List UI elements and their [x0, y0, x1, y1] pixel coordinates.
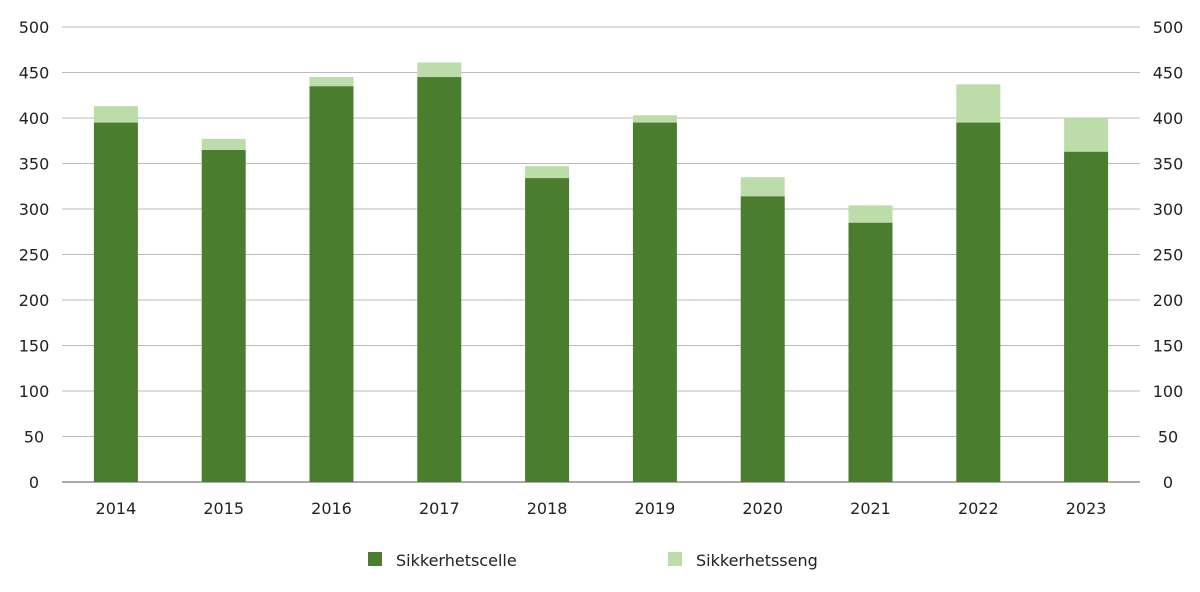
bar-segment	[93, 122, 138, 483]
y-tick-label-left: 350	[19, 155, 50, 174]
bar-segment	[201, 138, 246, 150]
y-tick-label-left: 200	[19, 291, 50, 310]
bar-segment	[201, 149, 246, 482]
y-tick-label-right: 450	[1153, 64, 1184, 83]
y-tick-label-right: 250	[1153, 246, 1184, 265]
y-tick-label-right: 350	[1153, 155, 1184, 174]
bar-segment	[740, 177, 785, 197]
bar-segment	[417, 77, 462, 483]
y-tick-label-right: 50	[1158, 428, 1178, 447]
x-tick-label: 2017	[419, 499, 460, 518]
y-tick-label-right: 200	[1153, 291, 1184, 310]
y-tick-label-left: 500	[19, 18, 50, 37]
bar-segment	[309, 86, 354, 483]
y-tick-label-left: 250	[19, 246, 50, 265]
y-tick-label-right: 500	[1153, 18, 1184, 37]
bar-segment	[848, 222, 893, 482]
y-tick-label-left: 450	[19, 64, 50, 83]
bar-segment	[632, 122, 677, 483]
x-tick-label: 2014	[96, 499, 137, 518]
legend-label: Sikkerhetsseng	[696, 551, 818, 570]
bar-segment	[417, 62, 462, 78]
y-tick-label-right: 0	[1163, 473, 1173, 492]
bar-segment	[309, 77, 354, 87]
y-tick-label-right: 150	[1153, 337, 1184, 356]
x-tick-label: 2022	[958, 499, 999, 518]
y-tick-label-left: 0	[29, 473, 39, 492]
y-tick-label-right: 300	[1153, 200, 1184, 219]
y-tick-label-left: 150	[19, 337, 50, 356]
x-tick-label: 2019	[635, 499, 676, 518]
bar-segment	[525, 166, 570, 179]
y-tick-label-left: 300	[19, 200, 50, 219]
y-tick-label-left: 400	[19, 109, 50, 128]
bar-segment	[956, 122, 1001, 483]
x-tick-label: 2016	[311, 499, 352, 518]
y-tick-label-left: 50	[24, 428, 44, 447]
legend-swatch	[668, 552, 682, 566]
y-tick-label-right: 400	[1153, 109, 1184, 128]
x-tick-label: 2018	[527, 499, 568, 518]
x-tick-label: 2021	[850, 499, 891, 518]
bar-segment	[525, 178, 570, 482]
y-tick-label-right: 100	[1153, 382, 1184, 401]
y-tick-label-left: 100	[19, 382, 50, 401]
legend-swatch	[368, 552, 382, 566]
bar-segment	[1064, 151, 1109, 483]
x-tick-label: 2023	[1066, 499, 1107, 518]
bar-segment	[632, 115, 677, 123]
legend-label: Sikkerhetscelle	[396, 551, 517, 570]
x-tick-label: 2015	[203, 499, 244, 518]
bar-segment	[93, 106, 138, 123]
x-tick-label: 2020	[742, 499, 783, 518]
bar-segment	[956, 84, 1001, 123]
bar-segment	[740, 196, 785, 482]
bar-segment	[848, 205, 893, 223]
bar-segment	[1064, 118, 1109, 152]
